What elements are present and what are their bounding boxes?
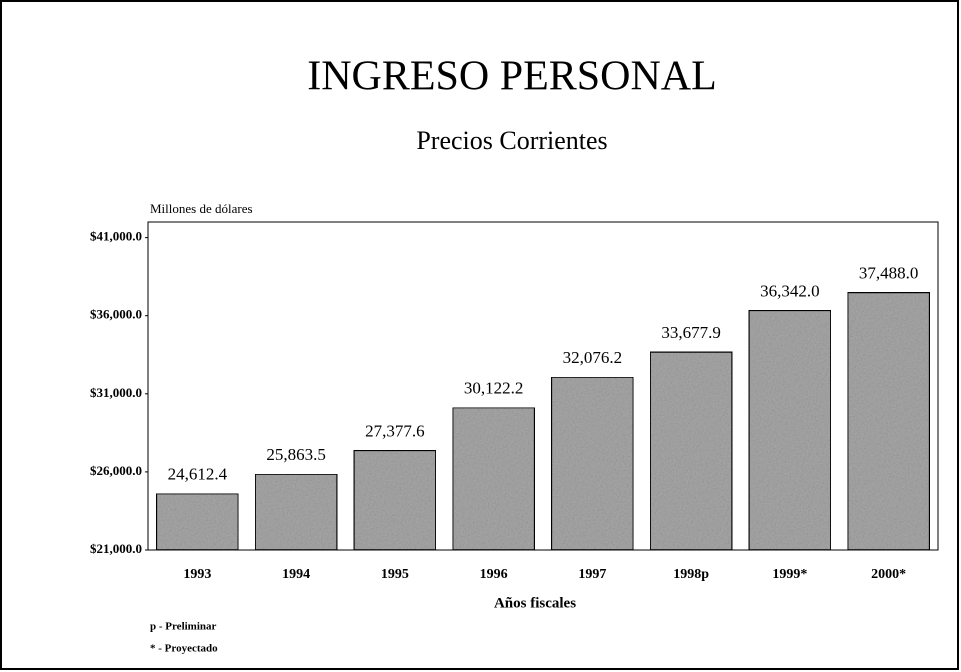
bar: [451, 406, 536, 551]
bar: [846, 291, 931, 551]
bar: [649, 351, 733, 551]
data-label: 36,342.0: [760, 281, 820, 300]
x-tick-label: 1995: [381, 567, 409, 582]
x-tick-label: 1998p: [673, 567, 709, 582]
note: p - Preliminar: [150, 621, 217, 633]
y-tick-label: $26,000.0: [90, 463, 142, 478]
bar: [353, 449, 437, 551]
bar: [155, 492, 240, 551]
bar: [550, 376, 635, 551]
chart-title: INGRESO PERSONAL: [307, 54, 717, 100]
y-tick-label: $41,000.0: [90, 229, 142, 244]
x-tick-label: 2000*: [871, 567, 906, 582]
x-tick-label: 1999*: [772, 567, 807, 582]
note: * - Proyectado: [150, 643, 218, 655]
data-label: 37,488.0: [859, 263, 919, 282]
y-tick-label: $21,000.0: [90, 541, 142, 556]
bar: [254, 473, 338, 551]
x-tick-label: 1994: [282, 567, 310, 582]
y-tick-label: $31,000.0: [90, 385, 142, 400]
data-label: 32,076.2: [563, 348, 623, 367]
x-tick-label: 1997: [578, 567, 606, 582]
data-label: 27,377.6: [365, 421, 425, 440]
y-tick-label: $36,000.0: [90, 307, 142, 322]
x-axis-label: Años fiscales: [494, 595, 576, 611]
plot-area: [147, 221, 939, 551]
data-label: 30,122.2: [464, 378, 524, 397]
data-label: 25,863.5: [266, 445, 326, 464]
chart-subtitle: Precios Corrientes: [416, 126, 607, 155]
x-tick-label: 1993: [183, 567, 211, 582]
y-axis-label: Millones de dólares: [150, 201, 253, 216]
data-label: 33,677.9: [661, 323, 721, 342]
data-label: 24,612.4: [168, 464, 228, 483]
bar: [748, 309, 832, 551]
x-tick-label: 1996: [480, 567, 508, 582]
